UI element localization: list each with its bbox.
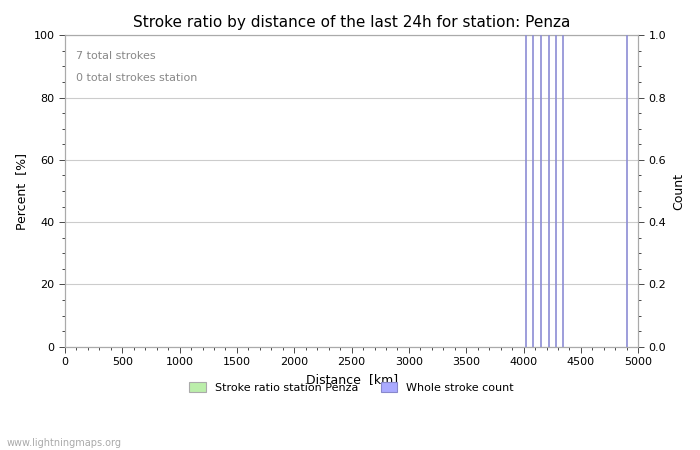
Y-axis label: Percent  [%]: Percent [%] — [15, 153, 28, 230]
Bar — [562, 36, 563, 347]
Bar — [626, 36, 627, 347]
Text: 0 total strokes station: 0 total strokes station — [76, 73, 198, 83]
X-axis label: Distance  [km]: Distance [km] — [306, 373, 398, 386]
Bar — [532, 36, 533, 347]
Title: Stroke ratio by distance of the last 24h for station: Penza: Stroke ratio by distance of the last 24h… — [133, 15, 570, 30]
Bar — [548, 36, 550, 347]
Text: 7 total strokes: 7 total strokes — [76, 51, 156, 61]
Bar — [540, 36, 541, 347]
Y-axis label: Count: Count — [672, 172, 685, 210]
Text: www.lightningmaps.org: www.lightningmaps.org — [7, 438, 122, 448]
Legend: Stroke ratio station Penza, Whole stroke count: Stroke ratio station Penza, Whole stroke… — [185, 378, 518, 397]
Bar — [555, 36, 556, 347]
